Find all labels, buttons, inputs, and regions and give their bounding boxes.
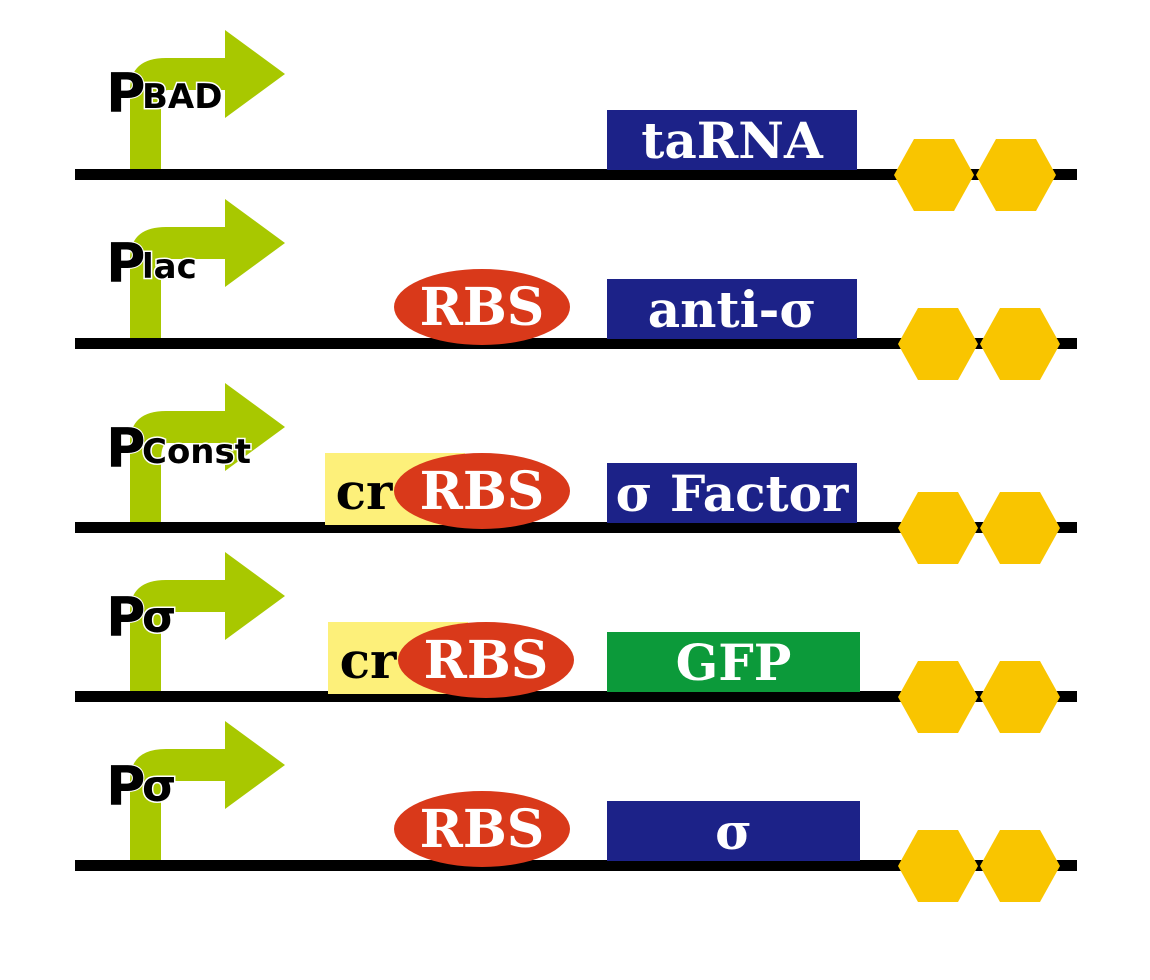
promoter-letter: P [106, 417, 146, 480]
terminator-hexagon-1 [898, 661, 978, 733]
gene-box [607, 463, 857, 523]
promoter-subscript: BAD [142, 77, 222, 117]
promoter-letter: P [106, 62, 146, 125]
dna-backbone [75, 860, 1077, 871]
gene-label: GFP [676, 633, 792, 692]
terminator-hexagon-1 [898, 830, 978, 902]
rbs-label: RBS [424, 630, 549, 691]
terminator-hexagon-2 [980, 492, 1060, 564]
terminator-hexagon-2 [980, 661, 1060, 733]
rbs-label: RBS [420, 461, 545, 522]
promoter-letter: P [106, 232, 146, 295]
terminator-hexagon-1 [898, 308, 978, 380]
gene-label: σ Factor [616, 464, 849, 523]
dna-backbone [75, 169, 1077, 180]
terminator-hexagon-1 [898, 492, 978, 564]
promoter-subscript: σ [142, 592, 176, 643]
cr-label: cr [336, 462, 393, 521]
dna-backbone [75, 691, 1077, 702]
rbs-ellipse [398, 622, 574, 698]
rbs-ellipse [394, 453, 570, 529]
rbs-label: RBS [420, 277, 545, 338]
terminator-hexagon-2 [980, 830, 1060, 902]
promoter-arrow [130, 383, 285, 522]
cr-label: cr [340, 631, 397, 690]
rbs-ellipse [394, 791, 570, 867]
promoter-subscript: σ [142, 761, 176, 812]
promoter-arrow [130, 199, 285, 338]
construct-4: cr RBS GFP Pσ [75, 552, 1077, 733]
gene-label: anti-σ [648, 280, 816, 339]
promoter-letter: P [106, 586, 146, 649]
gene-box [607, 110, 857, 170]
dna-backbone [75, 522, 1077, 533]
rbs-ellipse [394, 269, 570, 345]
gene-label: taRNA [641, 111, 824, 170]
gene-label: σ [715, 802, 752, 861]
terminator-hexagon-2 [980, 308, 1060, 380]
gene-box [607, 279, 857, 339]
rbs-label: RBS [420, 799, 545, 860]
promoter-subscript: Const [142, 432, 251, 472]
promoter-arrow [130, 721, 285, 860]
construct-5: RBS σPσ [75, 721, 1077, 902]
gene-box [607, 632, 860, 692]
dna-backbone [75, 338, 1077, 349]
gene-box [607, 801, 860, 861]
promoter-arrow [130, 552, 285, 691]
promoter-subscript: lac [142, 247, 197, 287]
promoter-letter: P [106, 755, 146, 818]
terminator-hexagon-1 [894, 139, 974, 211]
promoter-arrow [130, 30, 285, 169]
terminator-hexagon-2 [976, 139, 1056, 211]
